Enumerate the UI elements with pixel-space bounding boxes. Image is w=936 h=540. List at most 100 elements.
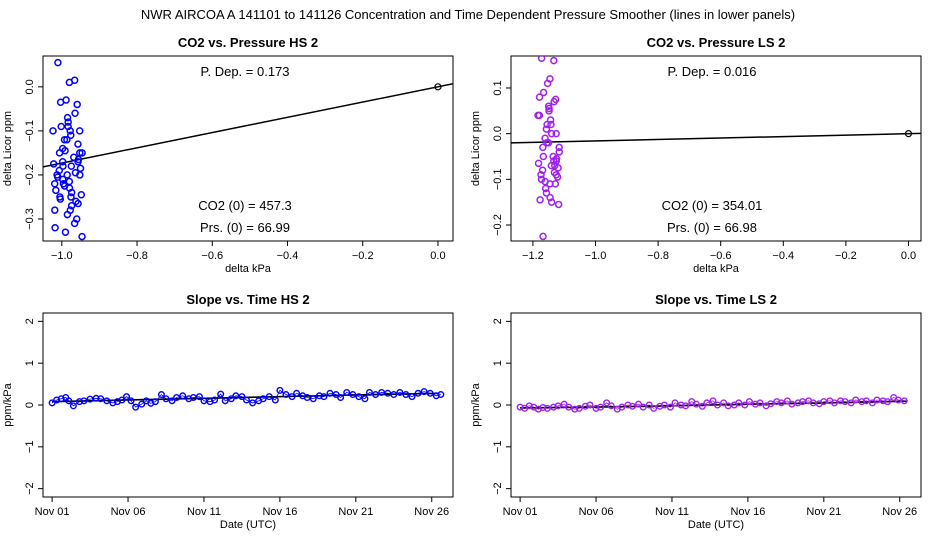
y-tick-label: 0.0 (24, 79, 36, 94)
x-axis-label: delta kPa (693, 263, 740, 275)
data-point (837, 397, 845, 405)
data-point (536, 196, 544, 204)
data-point (547, 129, 556, 138)
panel-title: CO2 vs. Pressure LS 2 (647, 35, 786, 50)
data-point (592, 404, 600, 412)
panel-slope-vs-time-hs2: Slope vs. Time HS 2 Nov 01 Nov 06 Nov 11 Nov… (2, 292, 454, 531)
y-tick-label: 1 (24, 360, 36, 366)
x-tick-label: Nov 26 (882, 506, 917, 518)
data-point (741, 401, 749, 409)
panel-co2-vs-pressure-ls2: CO2 vs. Pressure LS 2 −1.2 −1.0 −0.8 −0.6 −0.… (470, 35, 922, 275)
data-point (534, 159, 543, 168)
data-point (70, 219, 79, 228)
panel-title: Slope vs. Time HS 2 (186, 292, 309, 307)
data-marks (516, 393, 908, 413)
data-point (56, 98, 65, 106)
data-point (58, 157, 67, 166)
x-tick-label: −0.6 (201, 250, 223, 262)
data-point (538, 166, 547, 174)
data-point (271, 396, 279, 404)
data-point (293, 389, 301, 397)
data-point (78, 232, 86, 241)
data-point (309, 395, 317, 403)
x-tick-label: Nov 11 (187, 506, 221, 518)
fit-line (43, 83, 453, 168)
data-point (51, 224, 59, 232)
data-point (660, 401, 668, 409)
data-point (74, 140, 82, 148)
data-point (138, 400, 146, 408)
data-point (552, 129, 560, 138)
data-point (543, 79, 552, 88)
data-point (75, 127, 84, 135)
y-tick-label: 2 (492, 318, 504, 324)
data-point (64, 118, 72, 126)
data-point (54, 58, 62, 67)
x-tick-label: 0.0 (901, 250, 916, 262)
x-tick-label: −0.4 (772, 250, 794, 262)
x-axis-label: Date (UTC) (220, 519, 276, 531)
y-tick-label: −2 (492, 482, 504, 495)
x-tick-label: Nov 21 (338, 506, 373, 518)
pressure-intercept-label: Prs. (0) = 66.99 (200, 220, 290, 235)
data-point (173, 393, 181, 401)
data-point (745, 398, 753, 406)
data-point (555, 148, 563, 156)
data-point (76, 171, 84, 179)
y-tick-label: −1 (24, 441, 36, 454)
data-point (211, 396, 219, 404)
data-point (355, 393, 363, 401)
data-point (628, 402, 636, 410)
x-tick-label: 0.0 (430, 250, 445, 262)
data-point (259, 395, 267, 403)
data-point (858, 398, 866, 406)
data-point (656, 402, 664, 410)
data-point (276, 386, 284, 394)
x-tick-label: −1.0 (51, 250, 73, 262)
panel-co2-vs-pressure-hs2: CO2 vs. Pressure HS 2 −1.0 −0.8 −0.6 −0.4 −0.… (2, 35, 454, 275)
data-point (71, 109, 79, 118)
data-point (420, 388, 428, 396)
data-point (57, 122, 65, 131)
data-point (698, 402, 706, 410)
y-tick-label: 0.1 (492, 80, 504, 95)
data-point (735, 399, 743, 407)
data-point (396, 388, 404, 396)
x-tick-label: Nov 06 (579, 506, 614, 518)
data-point (535, 93, 544, 101)
data-point (550, 97, 558, 106)
data-point (127, 397, 135, 405)
data-point (541, 134, 549, 142)
data-point (550, 56, 558, 65)
data-point (565, 403, 573, 411)
data-point (555, 143, 563, 152)
x-tick-label: Nov 11 (655, 506, 689, 518)
data-point (537, 56, 546, 63)
data-point (67, 202, 76, 210)
x-axis-label: Date (UTC) (688, 519, 744, 531)
data-point (650, 404, 658, 412)
data-point (402, 391, 410, 399)
data-point (242, 396, 250, 404)
data-point (666, 403, 674, 411)
data-point (703, 399, 711, 407)
data-point (76, 149, 84, 157)
reference-point (904, 130, 913, 138)
data-point (777, 399, 785, 407)
data-point (550, 157, 558, 165)
data-point (63, 171, 71, 179)
data-point (151, 398, 159, 406)
data-point (516, 403, 524, 411)
data-point (132, 403, 140, 411)
data-point (217, 390, 225, 398)
data-point (525, 402, 533, 410)
panel-title: CO2 vs. Pressure HS 2 (178, 35, 318, 50)
data-point (66, 127, 74, 135)
y-tick-label: −0.2 (492, 214, 504, 236)
reference-point (434, 83, 442, 91)
data-point (75, 398, 83, 406)
data-point (581, 402, 589, 410)
x-tick-label: −0.6 (710, 250, 732, 262)
data-point (547, 198, 556, 206)
